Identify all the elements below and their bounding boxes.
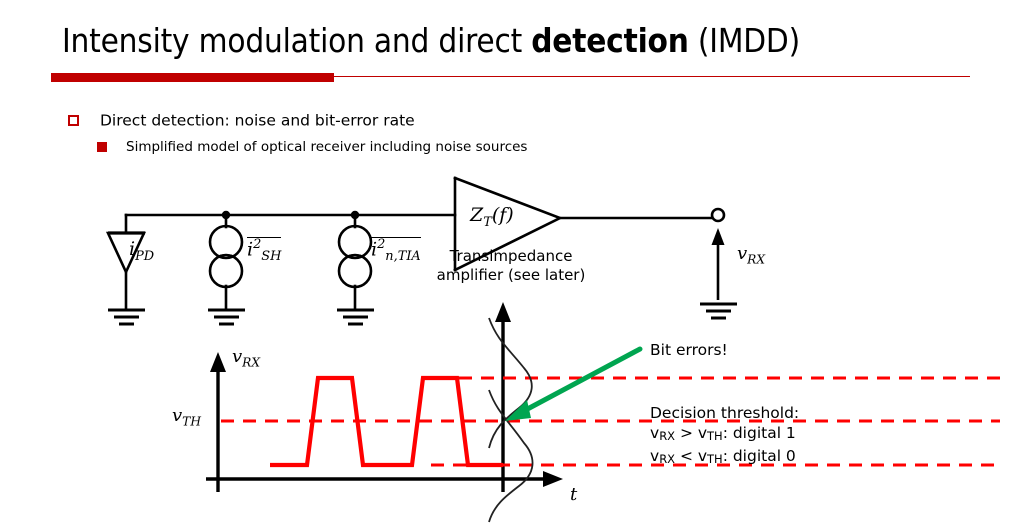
transimpedance-gain-label: ZT(f) <box>470 204 514 230</box>
decision-threshold-note: Decision threshold: vRX > vTH: digital 1… <box>650 403 799 469</box>
pdf-level-zero <box>488 389 534 523</box>
output-terminal-node <box>710 207 726 223</box>
amplifier-caption: Transimpedance amplifier (see later) <box>437 247 586 285</box>
bullet-level1-label: Direct detection: noise and bit-error ra… <box>100 111 415 130</box>
page-title: Intensity modulation and direct detectio… <box>62 18 982 64</box>
square-filled-bullet-icon <box>97 142 107 152</box>
title-part-bold: detection <box>531 21 689 60</box>
bit-errors-annotation: Bit errors! <box>650 341 728 359</box>
plot-xaxis-label: t <box>570 484 578 505</box>
noise-pdf-curves <box>488 317 534 523</box>
pdf-level-one <box>488 317 533 449</box>
decision-threshold-title: Decision threshold: <box>650 404 800 422</box>
photodiode-current-label: iPD <box>129 238 155 264</box>
tia-noise-source-icon <box>337 224 373 289</box>
junction-dot <box>221 210 231 220</box>
amplifier-caption-line2: amplifier (see later) <box>436 266 586 284</box>
output-voltage-label: vRX <box>737 243 766 267</box>
bullet-level2: Simplified model of optical receiver inc… <box>97 138 527 156</box>
ground-icon <box>700 302 737 320</box>
square-outline-bullet-icon <box>68 115 79 126</box>
shot-noise-label: i2SH <box>247 237 282 265</box>
decision-rule-two: vRX < vTH: digital 0 <box>650 447 796 467</box>
title-rule-thick <box>51 73 334 82</box>
title-part-1: Intensity modulation and direct <box>62 21 532 60</box>
photodiode-icon <box>105 231 147 276</box>
threshold-label: vTH <box>172 405 202 429</box>
junction-dot <box>350 210 360 220</box>
bullet-level1: Direct detection: noise and bit-error ra… <box>68 110 415 131</box>
decision-rule-one: vRX > vTH: digital 1 <box>650 424 796 444</box>
plot-yaxis-label: vRX <box>232 346 261 370</box>
level-dashed-lines <box>221 376 1000 467</box>
bullet-level2-label: Simplified model of optical receiver inc… <box>126 139 528 155</box>
ground-icon <box>108 308 145 326</box>
amplifier-caption-line1: Transimpedance <box>449 247 573 265</box>
title-rule-thin <box>51 76 970 77</box>
bit-errors-arrow <box>505 346 643 421</box>
ground-icon <box>337 308 374 326</box>
output-voltage-arrow <box>711 228 725 300</box>
tia-noise-label: i2n,TIA <box>371 237 421 265</box>
shot-noise-source-icon <box>208 224 244 289</box>
received-waveform <box>270 375 503 468</box>
ground-icon <box>208 308 245 326</box>
title-part-2: (IMDD) <box>688 21 800 60</box>
